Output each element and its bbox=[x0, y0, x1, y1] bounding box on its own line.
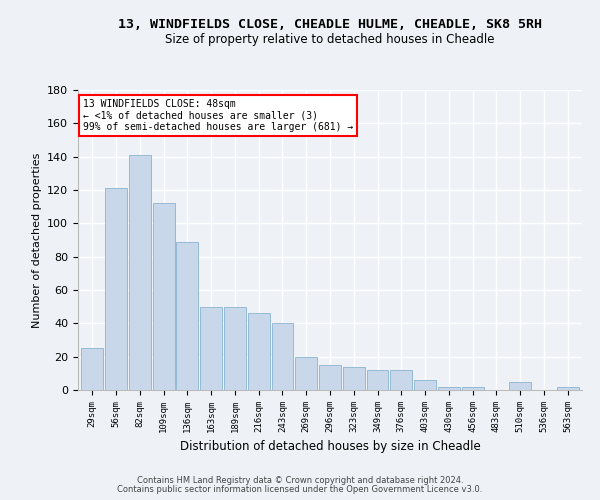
Bar bbox=[82, 348, 103, 390]
Bar bbox=[176, 242, 198, 390]
Bar bbox=[248, 314, 269, 390]
Bar bbox=[557, 386, 578, 390]
X-axis label: Distribution of detached houses by size in Cheadle: Distribution of detached houses by size … bbox=[179, 440, 481, 454]
Bar bbox=[152, 204, 175, 390]
Text: Contains public sector information licensed under the Open Government Licence v3: Contains public sector information licen… bbox=[118, 484, 482, 494]
Text: Size of property relative to detached houses in Cheadle: Size of property relative to detached ho… bbox=[165, 32, 495, 46]
Bar bbox=[200, 306, 222, 390]
Text: 13 WINDFIELDS CLOSE: 48sqm
← <1% of detached houses are smaller (3)
99% of semi-: 13 WINDFIELDS CLOSE: 48sqm ← <1% of deta… bbox=[83, 99, 353, 132]
Text: Contains HM Land Registry data © Crown copyright and database right 2024.: Contains HM Land Registry data © Crown c… bbox=[137, 476, 463, 485]
Bar bbox=[391, 370, 412, 390]
Bar bbox=[343, 366, 365, 390]
Bar bbox=[414, 380, 436, 390]
Bar bbox=[509, 382, 531, 390]
Bar bbox=[319, 365, 341, 390]
Bar bbox=[367, 370, 388, 390]
Bar bbox=[295, 356, 317, 390]
Bar bbox=[105, 188, 127, 390]
Bar bbox=[272, 324, 293, 390]
Y-axis label: Number of detached properties: Number of detached properties bbox=[32, 152, 41, 328]
Bar bbox=[462, 386, 484, 390]
Bar bbox=[224, 306, 246, 390]
Bar bbox=[129, 155, 151, 390]
Text: 13, WINDFIELDS CLOSE, CHEADLE HULME, CHEADLE, SK8 5RH: 13, WINDFIELDS CLOSE, CHEADLE HULME, CHE… bbox=[118, 18, 542, 30]
Bar bbox=[438, 386, 460, 390]
